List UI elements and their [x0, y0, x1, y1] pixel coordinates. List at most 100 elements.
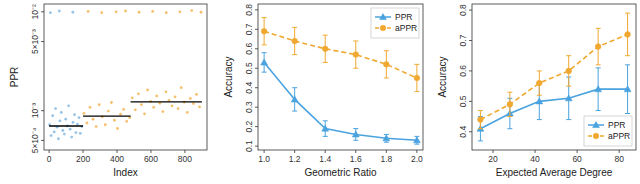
series-marker — [565, 95, 572, 101]
error-cap — [292, 111, 297, 112]
x-tick-label: 1.4 — [319, 154, 331, 164]
y-tick — [255, 9, 258, 10]
error-bar — [625, 65, 630, 114]
x-tick — [294, 150, 295, 153]
x-tick-label: 20 — [488, 154, 498, 164]
legend-box — [371, 8, 419, 38]
series-marker — [352, 131, 359, 137]
error-cap — [323, 136, 328, 137]
plot-frame — [258, 4, 423, 150]
scatter-point — [61, 129, 64, 132]
scatter-point — [138, 11, 141, 14]
error-bar — [414, 136, 419, 144]
x-tick-label: 400 — [110, 154, 124, 164]
scatter-point — [54, 107, 57, 110]
series-marker — [261, 59, 268, 65]
x-tick — [577, 150, 578, 153]
error-cap — [596, 110, 601, 111]
legend: PPRaPPR — [584, 116, 632, 146]
x-tick — [117, 150, 118, 153]
x-tick — [493, 150, 494, 153]
y-tick-label: 0.7 — [244, 23, 254, 35]
series-marker — [383, 135, 390, 141]
scatter-point — [86, 122, 89, 125]
scatter-point — [180, 86, 183, 89]
scatter-point — [51, 114, 54, 117]
legend-label: aPPR — [608, 131, 630, 141]
x-tick-label: 2.0 — [411, 154, 423, 164]
plot-data — [48, 9, 202, 140]
y-tick — [255, 87, 258, 88]
x-tick — [150, 150, 151, 153]
y-tick-label: 0.6 — [244, 43, 254, 55]
series-line — [264, 62, 417, 140]
scatter-point — [72, 121, 75, 124]
series-marker — [536, 80, 542, 86]
y-tick — [255, 126, 258, 127]
error-cap — [353, 40, 358, 41]
y-tick — [469, 40, 472, 41]
error-bar — [478, 110, 483, 128]
scatter-point — [69, 128, 72, 131]
scatter-point — [64, 118, 67, 121]
x-tick — [535, 150, 536, 153]
error-bar — [596, 68, 601, 111]
error-bar — [353, 129, 358, 141]
scatter-point — [190, 9, 193, 12]
error-cap — [507, 128, 512, 129]
x-tick — [619, 150, 620, 153]
error-bar — [292, 27, 297, 54]
scatter-point — [178, 10, 181, 13]
legend-label: aPPR — [395, 23, 417, 33]
y-tick-label: 0.5 — [458, 95, 468, 107]
y-tick-label: 5×10⁻³ — [30, 29, 40, 54]
error-cap — [625, 55, 630, 56]
series-marker — [353, 52, 359, 58]
scatter-point — [140, 103, 143, 106]
x-tick-label: 40 — [530, 154, 540, 164]
scatter-point — [200, 11, 203, 14]
y-tick — [255, 107, 258, 108]
scatter-point — [76, 123, 79, 126]
x-tick — [355, 150, 356, 153]
error-cap — [262, 52, 267, 53]
scatter-point — [152, 106, 155, 109]
x-tick — [416, 150, 417, 153]
error-cap — [566, 86, 571, 87]
y-tick — [41, 140, 44, 141]
error-cap — [566, 55, 571, 56]
error-cap — [478, 110, 483, 111]
scatter-point — [92, 118, 95, 121]
y-tick — [255, 48, 258, 49]
y-tick-label: 0.2 — [244, 120, 254, 132]
y-axis-label: PPR — [9, 67, 20, 88]
x-axis-label: Index — [113, 167, 137, 178]
scatter-point — [186, 111, 189, 114]
error-bar — [537, 71, 542, 95]
series-marker — [384, 62, 390, 68]
error-cap — [323, 35, 328, 36]
scatter-point — [58, 10, 61, 13]
scatter-point — [189, 97, 192, 100]
x-tick-label: 60 — [572, 154, 582, 164]
scatter-point — [63, 133, 66, 136]
panel-1: 1.01.21.41.61.82.00.10.20.30.40.50.60.70… — [223, 4, 423, 178]
x-tick-label: 80 — [614, 154, 624, 164]
x-tick-label: 1.8 — [380, 154, 392, 164]
scatter-point — [174, 95, 177, 98]
error-bar — [507, 92, 512, 116]
error-cap — [262, 72, 267, 73]
y-tick — [255, 146, 258, 147]
panel-0: 020040060080010⁻²5×10⁻³10⁻³5×10⁻⁴IndexPP… — [9, 4, 207, 178]
mean-line — [131, 101, 202, 102]
error-cap — [414, 91, 419, 92]
scatter-point — [57, 137, 60, 140]
error-cap — [507, 92, 512, 93]
scatter-point — [49, 11, 52, 14]
error-cap — [537, 119, 542, 120]
y-tick-label: 0.4 — [458, 126, 468, 138]
series-marker — [595, 86, 602, 92]
error-cap — [323, 120, 328, 121]
y-tick-label: 0.8 — [458, 4, 468, 16]
scatter-point — [78, 116, 81, 119]
